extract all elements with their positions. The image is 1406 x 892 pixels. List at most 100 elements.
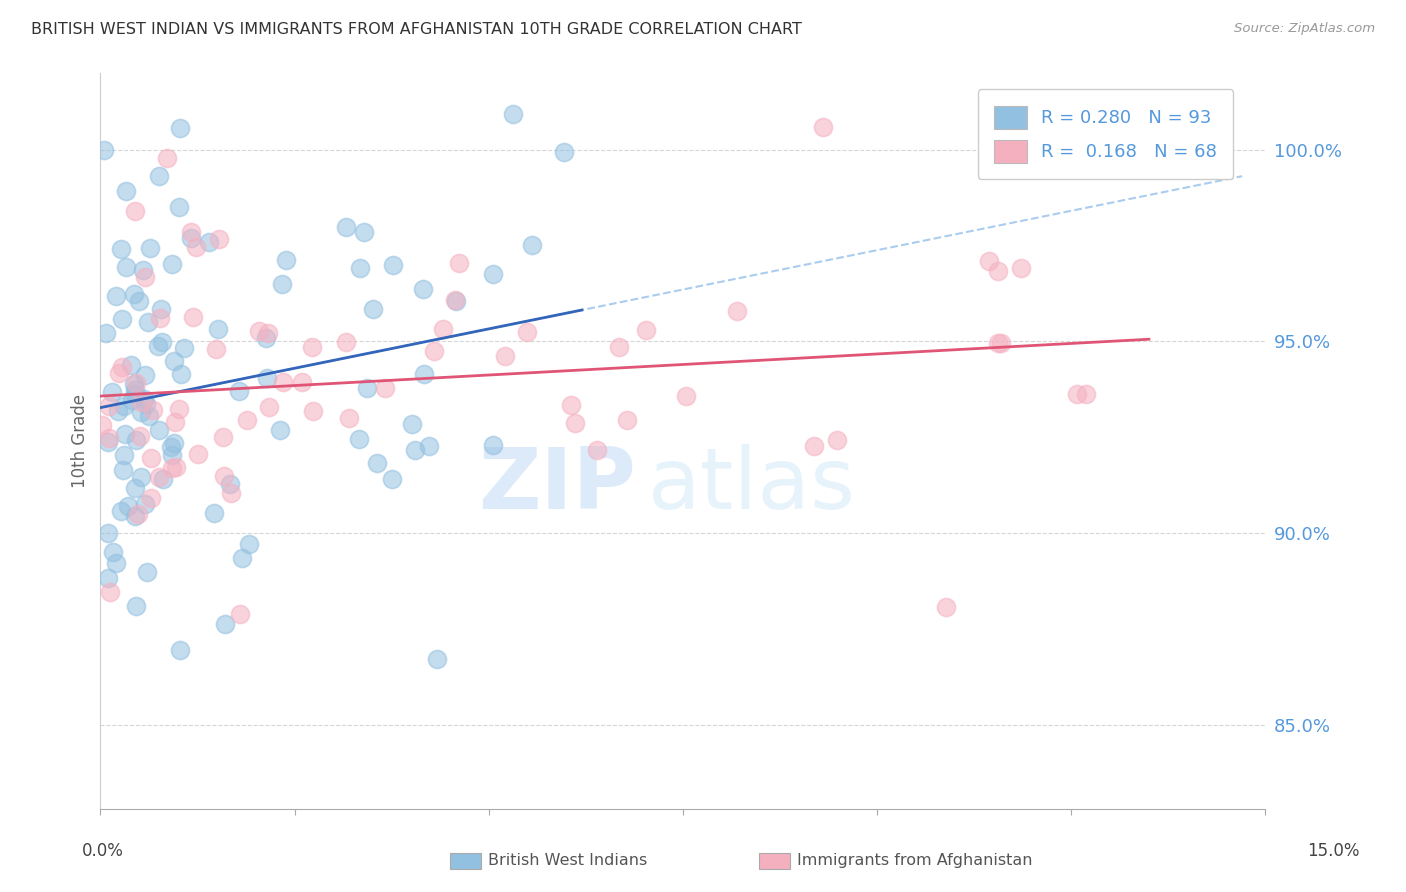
Point [107,403,129,417]
Point [90,417,112,432]
Point [160,449,183,463]
Point [122,287,145,301]
Point [291,375,314,389]
Point [112,399,135,413]
Text: ZIP: ZIP [478,443,637,526]
Point [134,270,156,285]
Point [125,376,148,390]
Point [93,144,115,158]
Point [412,282,434,296]
Point [97,431,120,445]
Point [482,267,505,281]
Point [301,340,323,354]
Point [97,399,120,413]
Point [120,359,142,373]
Point [235,413,257,427]
Point [221,485,243,500]
Point [180,225,202,239]
Point [141,491,163,505]
Point [935,600,957,615]
Point [825,434,848,448]
Point [347,432,370,446]
Point [131,470,153,484]
Point [366,456,388,470]
Point [101,545,124,559]
Point [127,508,149,522]
Point [96,326,118,341]
Point [114,426,136,441]
Point [167,402,190,417]
Point [516,325,538,339]
Point [129,428,152,442]
Point [160,460,183,475]
Point [247,324,270,338]
Point [270,277,292,292]
Point [111,463,134,477]
Point [212,429,235,443]
Point [337,411,360,425]
Point [494,349,516,363]
Point [148,470,170,484]
Point [115,260,138,274]
Point [560,398,582,412]
Point [381,471,404,485]
Point [180,231,202,245]
Point [208,232,231,246]
Point [124,509,146,524]
Point [101,385,124,400]
Point [125,599,148,614]
Point [150,335,173,350]
Point [256,371,278,385]
Point [150,301,173,316]
Point [124,384,146,398]
Point [229,607,252,622]
Point [173,342,195,356]
Point [112,449,135,463]
Point [259,401,281,415]
Point [169,200,191,214]
Point [214,616,236,631]
Point [204,342,226,356]
Point [302,404,325,418]
Point [373,381,395,395]
Y-axis label: 10th Grade: 10th Grade [72,394,89,488]
Point [607,340,630,354]
Point [381,259,404,273]
Point [149,311,172,326]
Point [138,409,160,424]
Point [169,643,191,657]
Point [401,417,423,432]
Point [136,315,159,329]
Point [148,423,170,437]
Point [813,120,835,135]
Point [131,395,153,409]
Point [443,293,465,307]
Point [121,392,143,407]
Point [269,423,291,437]
Point [105,289,128,303]
Point [97,435,120,450]
Point [184,240,207,254]
Point [163,353,186,368]
Point [987,335,1010,350]
Point [129,404,152,418]
Point [142,403,165,417]
Point [432,322,454,336]
Point [481,438,503,452]
Text: British West Indians: British West Indians [488,854,647,868]
Point [1066,386,1088,401]
Point [218,476,240,491]
Point [152,472,174,486]
Point [335,334,357,349]
Point [111,311,134,326]
Point [134,497,156,511]
Point [165,415,187,429]
Point [803,439,825,453]
Point [128,293,150,308]
Point [124,481,146,495]
Point [335,219,357,234]
Point [502,107,524,121]
Point [117,499,139,513]
Point [426,652,449,666]
Point [349,261,371,276]
